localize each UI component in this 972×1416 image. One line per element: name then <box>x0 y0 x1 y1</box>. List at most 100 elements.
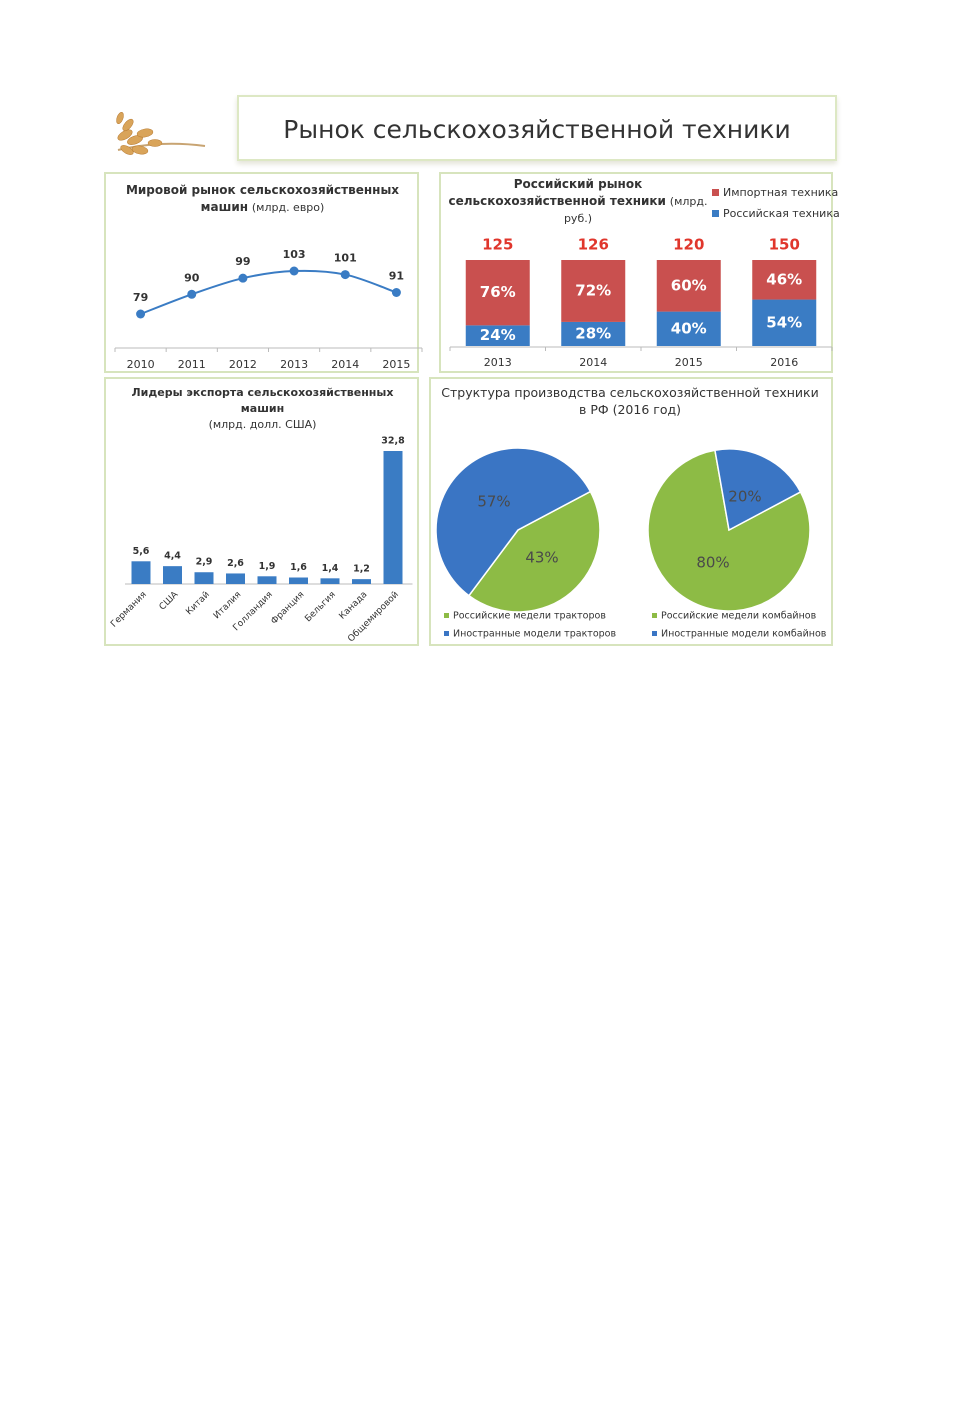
legend-swatch <box>444 631 449 636</box>
total-label: 126 <box>578 236 609 254</box>
bar <box>320 578 340 584</box>
legend-label: Российские медели комбайнов <box>661 611 817 622</box>
data-label: 28% <box>575 324 611 342</box>
bar-segment <box>752 299 817 346</box>
data-label: 57% <box>477 492 510 510</box>
bar <box>383 451 403 584</box>
x-tick-label: 2013 <box>484 356 512 369</box>
point <box>187 289 197 299</box>
legend-swatch <box>444 613 449 618</box>
chart-title: Мировой рынок сельскохозяйственных машин <box>125 183 400 214</box>
legend-label: Российская техника <box>723 207 840 220</box>
data-label: 5,6 <box>133 546 150 557</box>
x-tick-label: Китай <box>184 590 212 618</box>
legend-label: Российские медели тракторов <box>453 611 606 622</box>
legend-swatch <box>652 613 657 618</box>
data-label: 40% <box>671 319 707 337</box>
x-tick-label: 2011 <box>178 358 206 371</box>
data-label: 20% <box>728 488 761 506</box>
bar-segment <box>465 325 530 346</box>
chart-subtitle: (млрд. руб.) <box>563 195 708 225</box>
x-tick-label: Бельгия <box>303 590 337 624</box>
legend-label: Импортная техника <box>723 186 838 199</box>
data-label: 4,4 <box>164 551 181 562</box>
bar-segment <box>561 260 626 322</box>
chart-title-block: Мировой рынок сельскохозяйственных машин… <box>125 182 400 216</box>
x-tick-label: 2016 <box>770 356 798 369</box>
x-tick-label: Германия <box>109 590 149 630</box>
chart-subtitle: (млрд. долл. США) <box>208 418 317 431</box>
panel <box>429 377 833 646</box>
wheat-decoration <box>116 112 206 155</box>
data-label: 54% <box>766 313 802 331</box>
bar-segment <box>561 321 626 346</box>
data-label: 24% <box>480 326 516 344</box>
bar <box>289 577 308 584</box>
line <box>140 269 397 315</box>
legend-swatch <box>652 631 657 636</box>
bar-segment <box>656 311 721 346</box>
pie-slice <box>467 490 601 613</box>
data-label: 1,9 <box>259 561 276 572</box>
bar-segment <box>752 260 817 300</box>
data-label: 1,6 <box>290 562 307 573</box>
data-label: 43% <box>525 549 558 567</box>
point <box>340 270 350 280</box>
data-label: 46% <box>766 270 802 288</box>
point <box>391 288 401 297</box>
point <box>238 273 248 283</box>
x-tick-label: 2015 <box>675 356 703 369</box>
chart-title-block: Лидеры экспорта сельскохозяйственных маш… <box>130 385 395 433</box>
data-label: 99 <box>235 255 250 268</box>
legend-swatch <box>712 189 719 196</box>
data-label: 2,6 <box>227 558 244 569</box>
panel <box>104 172 419 373</box>
total-label: 120 <box>673 236 704 254</box>
bar <box>131 561 151 584</box>
total-label: 150 <box>769 236 800 254</box>
bar-segment <box>465 260 530 326</box>
legend-label: Иностранные модели комбайнов <box>661 629 827 640</box>
data-label: 103 <box>283 248 306 261</box>
data-label: 72% <box>575 281 611 299</box>
page-title: Рынок сельскохозяйственной техники <box>237 95 837 161</box>
legend-label: Иностранные модели тракторов <box>453 629 616 640</box>
data-label: 91 <box>389 270 404 283</box>
data-label: 1,4 <box>322 563 339 574</box>
x-tick-label: США <box>158 589 181 612</box>
point <box>289 266 299 276</box>
x-tick-label: Италия <box>212 590 243 621</box>
bar <box>163 566 182 584</box>
bar <box>194 572 214 584</box>
panel <box>104 377 419 646</box>
pie-slice <box>435 447 592 597</box>
chart-subtitle: (млрд. евро) <box>251 201 325 214</box>
x-tick-label: 2015 <box>382 358 410 371</box>
chart-title: Лидеры экспорта сельскохозяйственных маш… <box>131 386 394 415</box>
legend-swatch <box>712 210 719 217</box>
chart-title: Российский рынок сельскохозяйственной те… <box>448 177 666 208</box>
chart-title: Структура производства сельскохозяйствен… <box>441 385 819 417</box>
x-tick-label: 2013 <box>280 358 308 371</box>
x-tick-label: 2012 <box>229 358 257 371</box>
x-tick-label: 2010 <box>127 358 155 371</box>
x-tick-label: Канада <box>338 590 370 622</box>
point <box>136 309 146 319</box>
data-label: 60% <box>671 276 707 294</box>
panel <box>439 172 833 373</box>
data-label: 76% <box>480 283 516 301</box>
bar <box>352 579 371 584</box>
data-label: 79 <box>133 291 148 304</box>
x-tick-label: 2014 <box>579 356 607 369</box>
x-tick-label: Франция <box>269 590 306 627</box>
data-label: 2,9 <box>196 557 213 568</box>
pie-slice <box>714 448 802 532</box>
bar <box>226 573 245 584</box>
bar-segment <box>656 260 721 312</box>
chart-title-block: Российский рынок сельскохозяйственной те… <box>442 176 714 227</box>
total-label: 125 <box>482 236 513 254</box>
data-label: 80% <box>696 553 729 571</box>
data-label: 101 <box>334 252 357 265</box>
x-tick-label: 2014 <box>331 358 359 371</box>
